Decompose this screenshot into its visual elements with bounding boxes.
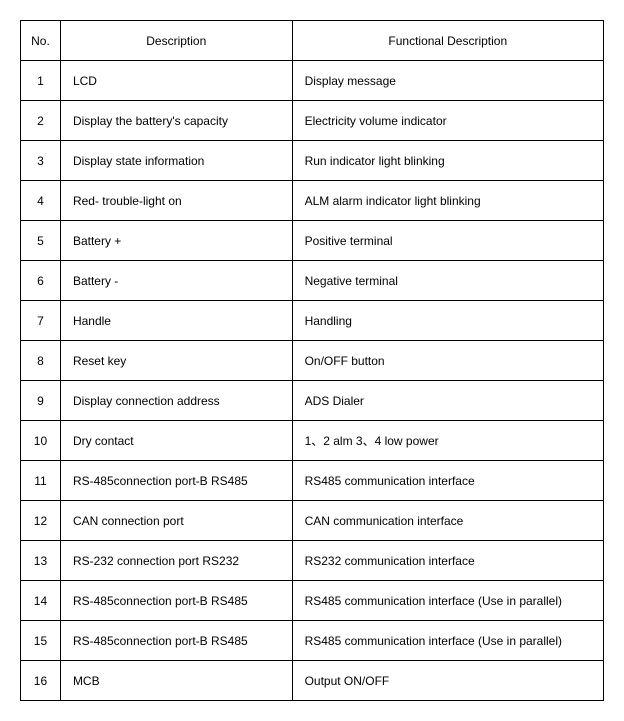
cell-no: 12 [21,501,61,541]
table-row: 13RS-232 connection port RS232RS232 comm… [21,541,604,581]
cell-functional: RS232 communication interface [292,541,603,581]
table-row: 14RS-485connection port-B RS485RS485 com… [21,581,604,621]
cell-description: MCB [60,661,292,701]
cell-no: 5 [21,221,61,261]
spec-table: No. Description Functional Description 1… [20,20,604,701]
table-row: 8Reset keyOn/OFF button [21,341,604,381]
table-row: 12CAN connection portCAN communication i… [21,501,604,541]
cell-no: 2 [21,101,61,141]
header-description: Description [60,21,292,61]
cell-description: Reset key [60,341,292,381]
cell-functional: 1、2 alm 3、4 low power [292,421,603,461]
header-no: No. [21,21,61,61]
cell-description: Display connection address [60,381,292,421]
cell-description: RS-485connection port-B RS485 [60,461,292,501]
header-functional: Functional Description [292,21,603,61]
table-row: 6Battery -Negative terminal [21,261,604,301]
cell-description: RS-232 connection port RS232 [60,541,292,581]
table-row: 4Red- trouble-light onALM alarm indicato… [21,181,604,221]
table-row: 15RS-485connection port-B RS485RS485 com… [21,621,604,661]
table-row: 16MCBOutput ON/OFF [21,661,604,701]
cell-description: Handle [60,301,292,341]
cell-no: 3 [21,141,61,181]
cell-functional: Negative terminal [292,261,603,301]
cell-description: Dry contact [60,421,292,461]
cell-description: RS-485connection port-B RS485 [60,621,292,661]
cell-functional: Output ON/OFF [292,661,603,701]
cell-description: Battery + [60,221,292,261]
cell-description: CAN connection port [60,501,292,541]
cell-no: 10 [21,421,61,461]
cell-description: Battery - [60,261,292,301]
table-row: 1LCDDisplay message [21,61,604,101]
cell-no: 9 [21,381,61,421]
table-row: 2Display the battery's capacityElectrici… [21,101,604,141]
cell-functional: ADS Dialer [292,381,603,421]
cell-functional: Run indicator light blinking [292,141,603,181]
cell-no: 16 [21,661,61,701]
cell-description: Display the battery's capacity [60,101,292,141]
cell-functional: Handling [292,301,603,341]
cell-functional: CAN communication interface [292,501,603,541]
cell-no: 1 [21,61,61,101]
cell-no: 14 [21,581,61,621]
cell-functional: RS485 communication interface (Use in pa… [292,621,603,661]
cell-description: RS-485connection port-B RS485 [60,581,292,621]
table-row: 9Display connection addressADS Dialer [21,381,604,421]
cell-functional: On/OFF button [292,341,603,381]
table-row: 10Dry contact1、2 alm 3、4 low power [21,421,604,461]
table-header-row: No. Description Functional Description [21,21,604,61]
cell-functional: ALM alarm indicator light blinking [292,181,603,221]
cell-no: 13 [21,541,61,581]
cell-functional: Display message [292,61,603,101]
cell-functional: Positive terminal [292,221,603,261]
cell-functional: RS485 communication interface (Use in pa… [292,581,603,621]
cell-no: 6 [21,261,61,301]
cell-description: LCD [60,61,292,101]
cell-functional: RS485 communication interface [292,461,603,501]
table-row: 3Display state informationRun indicator … [21,141,604,181]
cell-no: 8 [21,341,61,381]
cell-description: Display state information [60,141,292,181]
table-row: 7HandleHandling [21,301,604,341]
cell-no: 15 [21,621,61,661]
cell-functional: Electricity volume indicator [292,101,603,141]
cell-no: 4 [21,181,61,221]
table-row: 11RS-485connection port-B RS485RS485 com… [21,461,604,501]
table-row: 5Battery +Positive terminal [21,221,604,261]
cell-description: Red- trouble-light on [60,181,292,221]
cell-no: 11 [21,461,61,501]
cell-no: 7 [21,301,61,341]
